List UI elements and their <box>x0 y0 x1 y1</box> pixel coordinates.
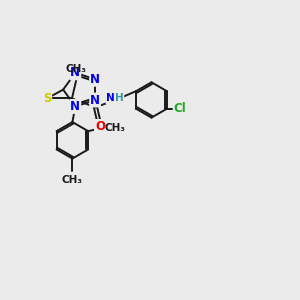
Text: CH₃: CH₃ <box>66 64 87 74</box>
Text: CH₃: CH₃ <box>62 175 83 185</box>
Text: O: O <box>95 120 105 133</box>
Text: S: S <box>43 92 51 105</box>
Text: H: H <box>115 94 124 103</box>
Text: Cl: Cl <box>174 102 186 115</box>
Text: N: N <box>106 94 115 103</box>
Text: N: N <box>90 73 100 86</box>
Text: N: N <box>90 94 100 106</box>
Text: CH₃: CH₃ <box>104 123 125 133</box>
Text: N: N <box>70 100 80 113</box>
Text: N: N <box>70 66 80 79</box>
